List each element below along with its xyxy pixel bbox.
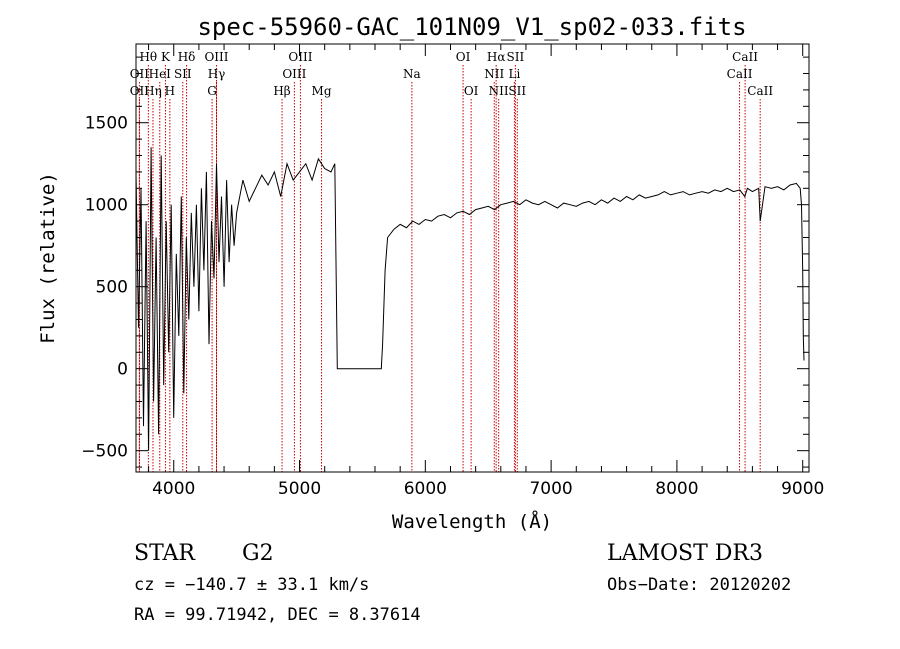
line-marker-label: OI [456, 50, 471, 64]
line-marker-label: Li [508, 67, 520, 81]
line-marker-label: OIII [288, 50, 312, 64]
spectrum-line [135, 147, 805, 451]
line-marker-label: NII [489, 84, 509, 98]
line-marker-label: CaII [727, 67, 753, 81]
plot-axes: 4000 5000 6000 7000 8000 9000 −500 0 500 1000 1500 [81, 43, 824, 499]
line-marker-label: OIII [282, 67, 306, 81]
line-marker-label: K [161, 50, 171, 64]
object-subclass: G2 [242, 541, 274, 566]
line-marker-label: Hβ [273, 84, 290, 98]
y-tick-label: 0 [117, 360, 128, 380]
line-marker-label: G [207, 84, 217, 98]
line-marker-label: Hα [487, 50, 506, 64]
line-marker-label: H [165, 84, 175, 98]
x-tick-label: 6000 [404, 479, 447, 499]
line-marker-label: OIII [204, 50, 228, 64]
line-marker-label: Hθ [139, 50, 157, 64]
x-tick-label: 8000 [655, 479, 698, 499]
line-marker-label: Na [403, 67, 421, 81]
y-tick-label: 1500 [85, 114, 128, 134]
line-marker-label: SII [508, 84, 526, 98]
object-class: STAR [134, 541, 196, 566]
x-tick-label: 7000 [529, 479, 572, 499]
survey-name: LAMOST DR3 [607, 541, 763, 566]
observation-date: Obs−Date: 20120202 [607, 575, 791, 595]
line-marker-label: Hδ [178, 50, 196, 64]
line-marker-label: Hγ [208, 67, 226, 81]
y-tick-label: 500 [96, 278, 128, 298]
line-marker-label: CaII [732, 50, 758, 64]
line-marker-label: Hη [144, 84, 162, 98]
x-axis-label: Wavelength (Å) [392, 510, 552, 533]
redshift-velocity: cz = −140.7 ± 33.1 km/s [134, 575, 369, 595]
plot-frame [135, 43, 810, 473]
line-marker-label: CaII [747, 84, 773, 98]
y-tick-label: 1000 [85, 196, 128, 216]
line-marker-label: OI [464, 84, 479, 98]
line-marker-label: SII [507, 50, 525, 64]
line-marker-label: Mg [312, 84, 332, 98]
line-marker-label: HeI [149, 67, 172, 81]
x-tick-label: 9000 [781, 479, 824, 499]
coordinates: RA = 99.71942, DEC = 8.37614 [134, 605, 421, 625]
y-tick-label: −500 [81, 442, 128, 462]
line-marker-label: NII [484, 67, 504, 81]
x-tick-label: 5000 [278, 479, 321, 499]
chart-title: spec-55960-GAC_101N09_V1_sp02-033.fits [197, 13, 746, 41]
line-marker-label: SII [174, 67, 192, 81]
line-marker-label: OII [130, 84, 150, 98]
x-tick-label: 4000 [152, 479, 195, 499]
y-axis-label: Flux (relative) [37, 172, 59, 344]
